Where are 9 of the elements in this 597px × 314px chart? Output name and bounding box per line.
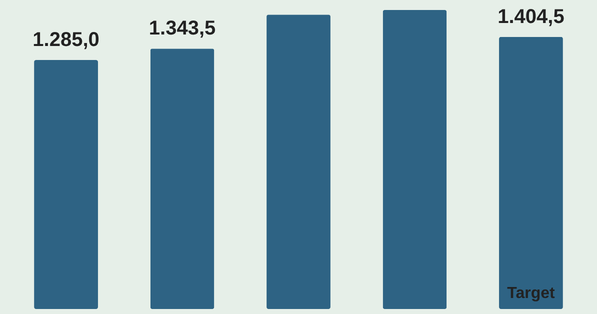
bar	[382, 10, 447, 309]
bar	[34, 60, 98, 309]
data-label: 1.285,0	[32, 28, 100, 51]
bar	[266, 14, 330, 309]
annotation: Target	[507, 285, 556, 302]
bar	[150, 48, 214, 309]
data-label: 1.343,5	[148, 18, 216, 40]
data-label: 1.404,5	[498, 6, 564, 28]
bar	[499, 36, 563, 309]
